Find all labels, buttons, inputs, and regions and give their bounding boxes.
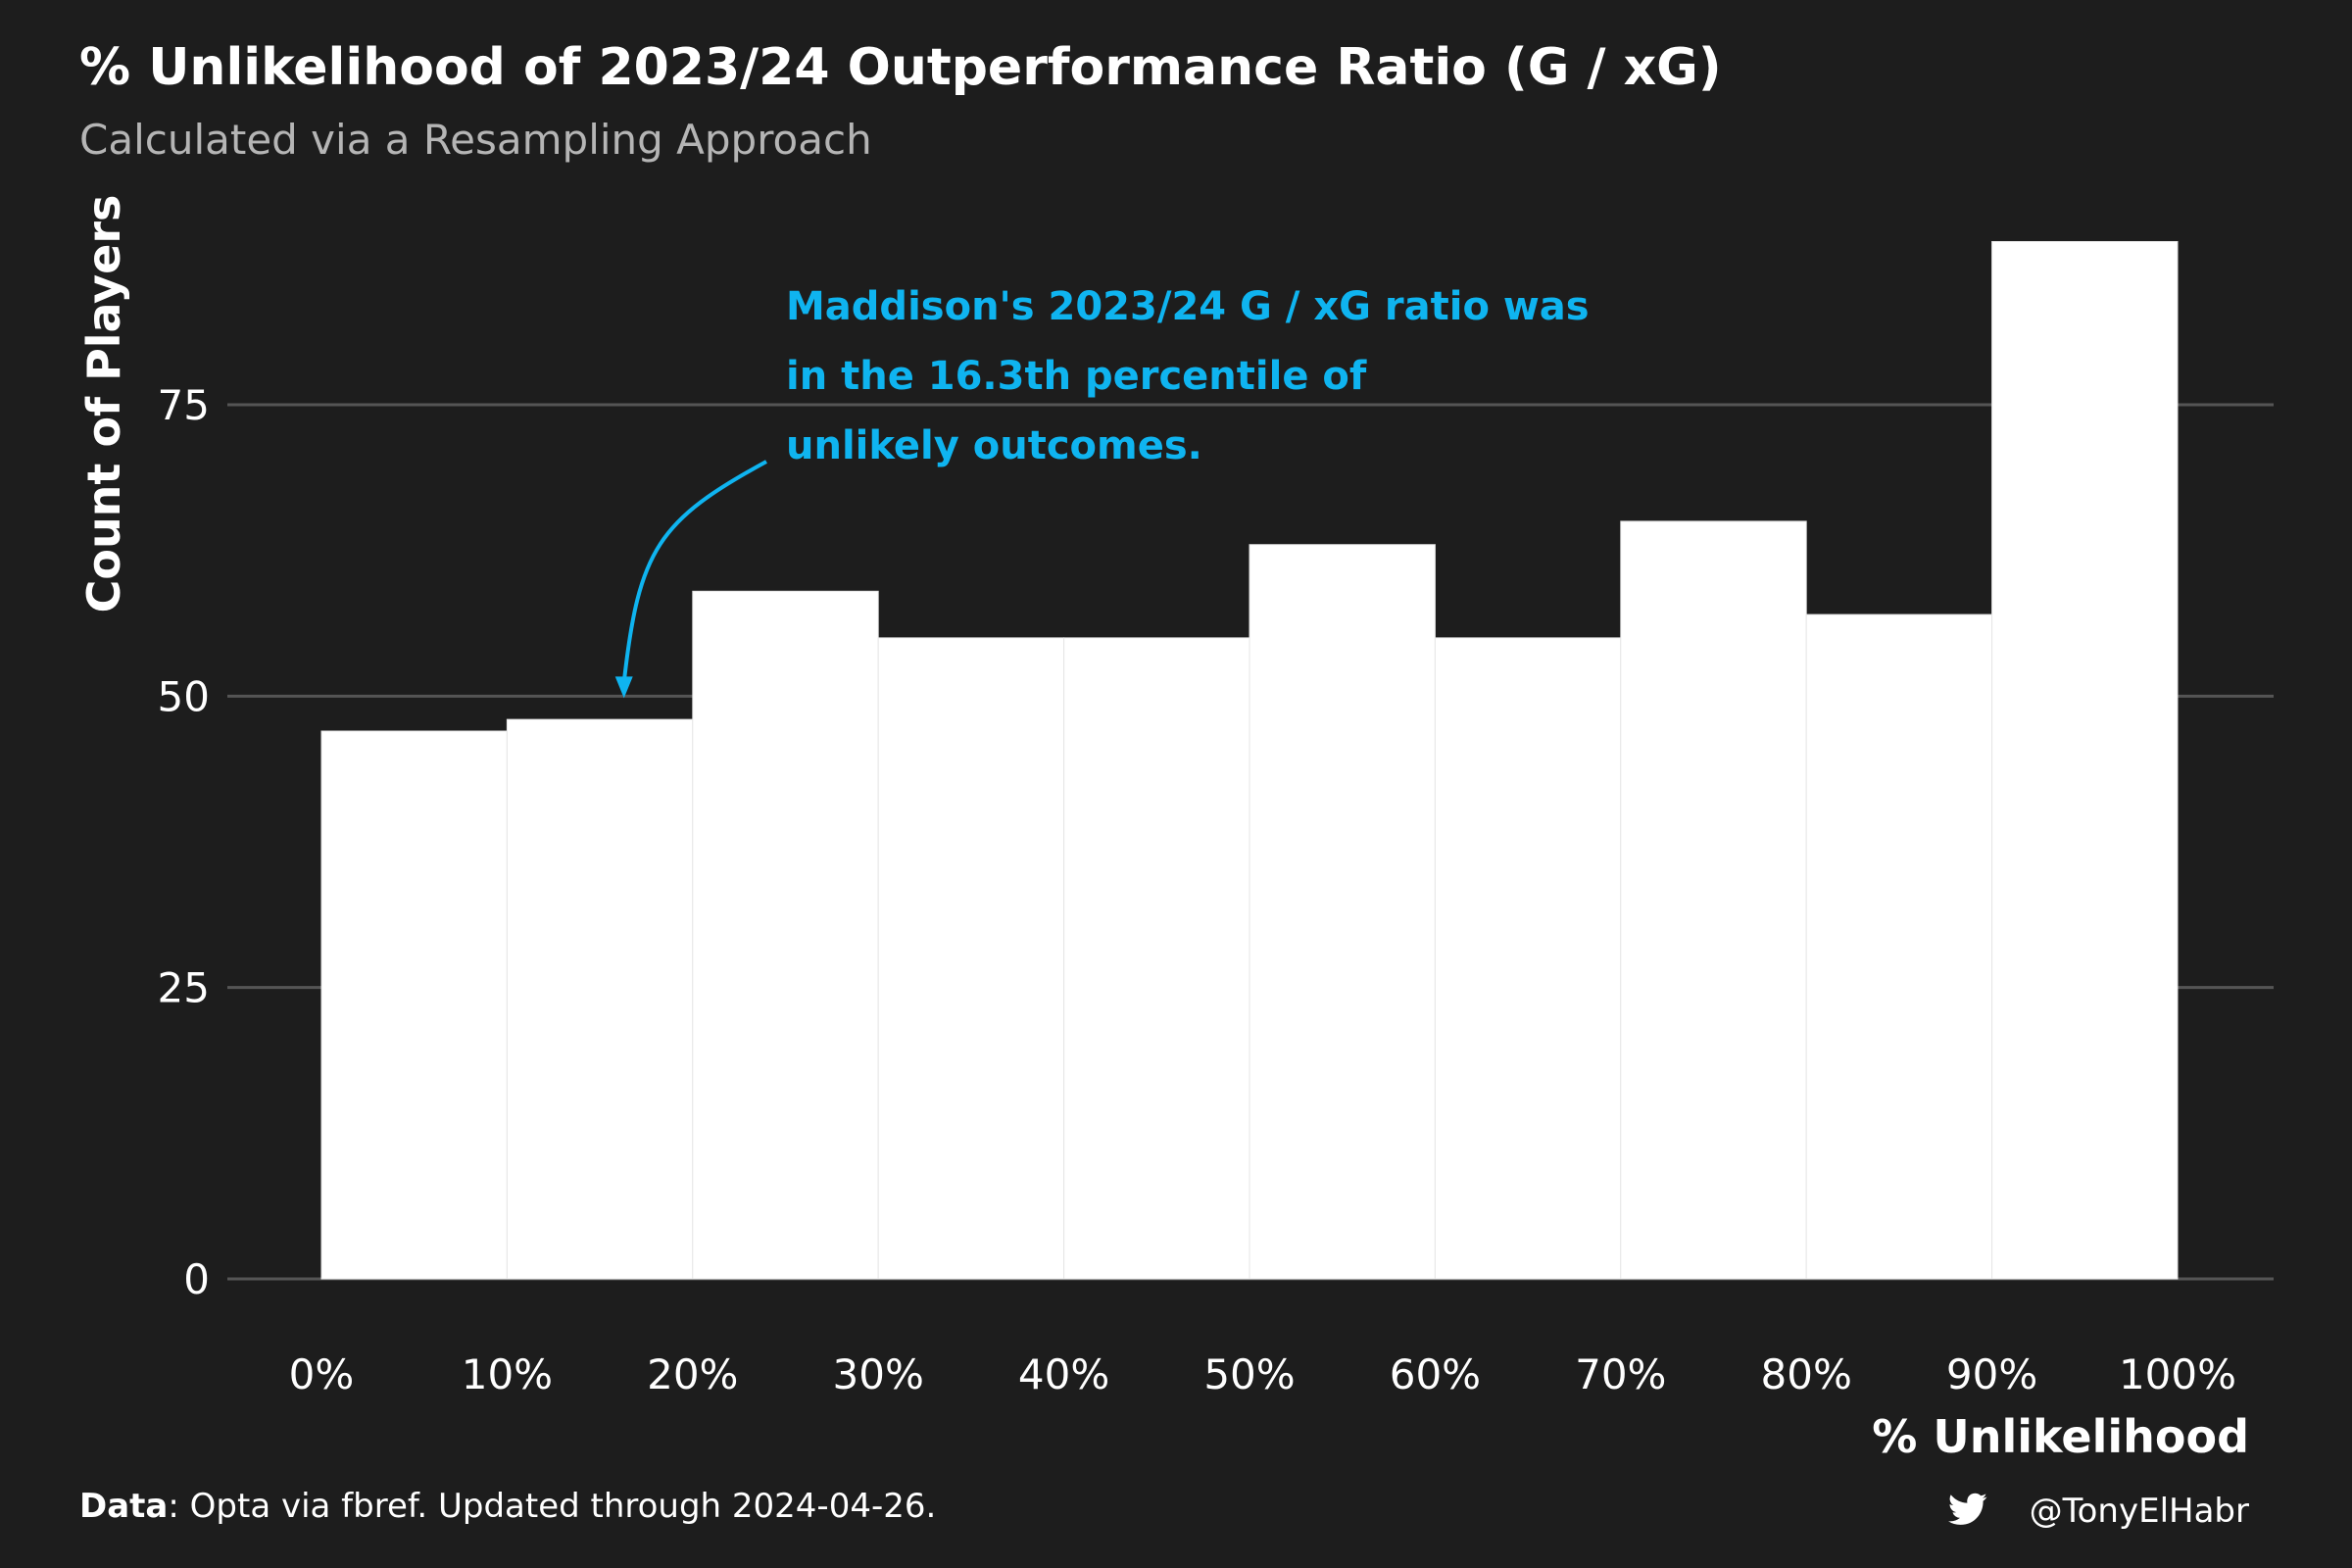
annotation-line-2: in the 16.3th percentile of xyxy=(786,354,1367,399)
y-tick-label-75: 75 xyxy=(158,381,210,429)
twitter-handle: @TonyElHabr xyxy=(2030,1492,2249,1531)
x-tick-label-9: 90% xyxy=(1946,1350,2037,1398)
annotation-line-3: unlikely outcomes. xyxy=(786,423,1202,468)
x-tick-label-5: 50% xyxy=(1203,1350,1295,1398)
annotation-arrowhead xyxy=(614,676,633,699)
bar-5 xyxy=(1249,544,1436,1280)
x-tick-label-10: 100% xyxy=(2119,1350,2236,1398)
y-axis-ticks: 0 25 50 75 xyxy=(158,381,210,1303)
x-tick-label-8: 80% xyxy=(1761,1350,1852,1398)
bar-9 xyxy=(1991,240,2179,1280)
bar-8 xyxy=(1805,613,1993,1280)
caption-bold: Data xyxy=(79,1487,168,1526)
x-axis-ticks: 0% 10% 20% 30% 40% 50% 60% 70% 80% 90% 100% xyxy=(289,1350,2236,1398)
y-axis-label: Count of Players xyxy=(77,195,130,613)
bar-7 xyxy=(1620,520,1807,1280)
annotation-line-1: Maddison's 2023/24 G / xG ratio was xyxy=(786,284,1590,329)
x-tick-label-1: 10% xyxy=(462,1350,553,1398)
bar-3 xyxy=(877,637,1065,1280)
data-caption: Data: Opta via fbref. Updated through 20… xyxy=(79,1487,936,1526)
chart-subtitle: Calculated via a Resampling Approach xyxy=(79,116,872,164)
x-tick-label-0: 0% xyxy=(289,1350,355,1398)
annotation-arrow xyxy=(621,460,767,683)
x-tick-label-6: 60% xyxy=(1390,1350,1481,1398)
x-tick-label-3: 30% xyxy=(833,1350,924,1398)
histogram-bars xyxy=(320,240,2179,1280)
bar-0 xyxy=(320,730,508,1280)
y-tick-label-0: 0 xyxy=(183,1255,210,1303)
caption-text: : Opta via fbref. Updated through 2024-0… xyxy=(168,1487,936,1526)
annotation: Maddison's 2023/24 G / xG ratio was in t… xyxy=(614,284,1590,699)
chart-title: % Unlikelihood of 2023/24 Outperformance… xyxy=(79,38,1722,97)
bar-1 xyxy=(506,718,694,1280)
x-axis-label: % Unlikelihood xyxy=(1872,1410,2249,1463)
y-tick-label-50: 50 xyxy=(158,672,210,720)
bar-4 xyxy=(1063,637,1250,1280)
y-tick-label-25: 25 xyxy=(158,964,210,1012)
twitter-bird-icon xyxy=(1948,1493,1987,1525)
x-tick-label-4: 40% xyxy=(1018,1350,1109,1398)
bar-2 xyxy=(692,590,879,1280)
x-tick-label-7: 70% xyxy=(1575,1350,1666,1398)
x-tick-label-2: 20% xyxy=(647,1350,738,1398)
bar-6 xyxy=(1434,637,1622,1280)
